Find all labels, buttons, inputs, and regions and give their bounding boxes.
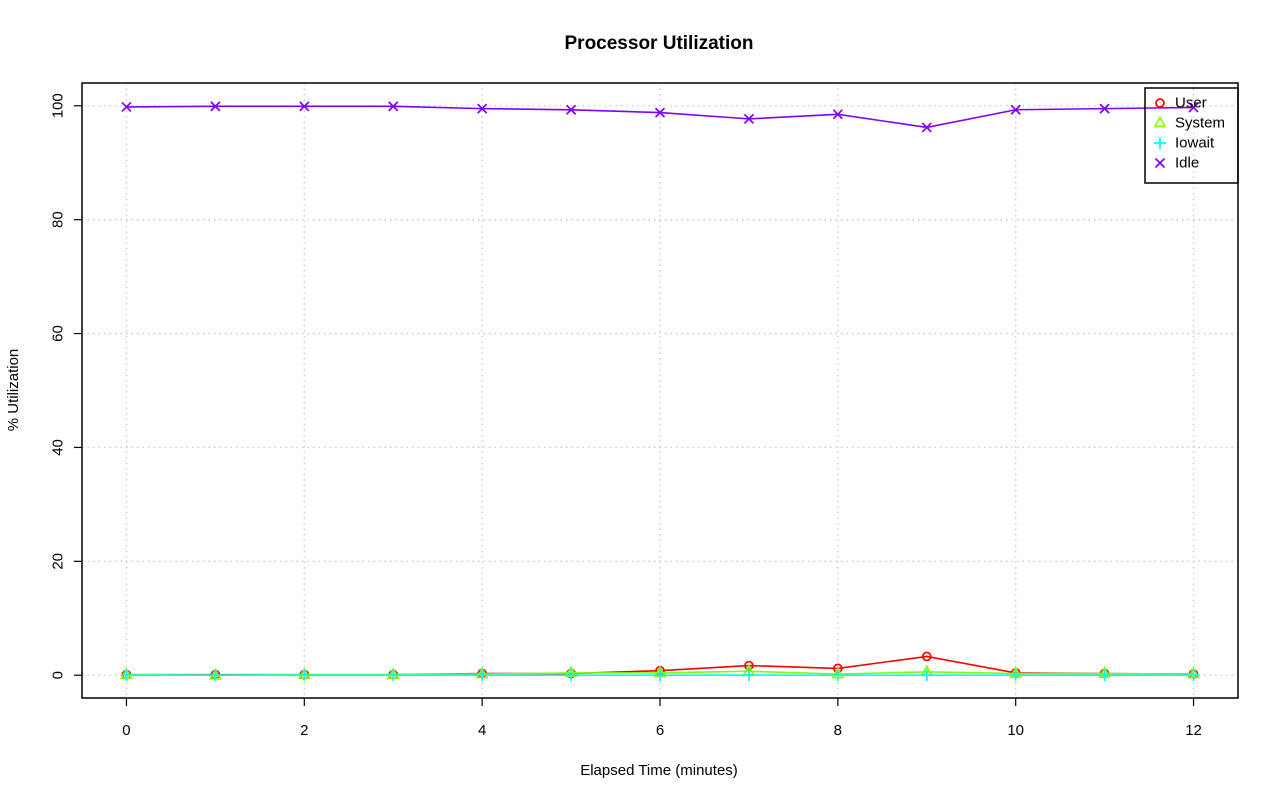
- data-point-iowait: [387, 669, 400, 682]
- y-tick-label: 0: [50, 671, 67, 679]
- data-point-idle: [743, 113, 755, 124]
- data-point-iowait: [120, 669, 133, 682]
- data-point-user: [921, 651, 932, 662]
- data-point-iowait: [298, 669, 311, 682]
- legend-label-iowait: Iowait: [1175, 135, 1215, 152]
- data-point-idle: [1099, 103, 1110, 114]
- grid-lines: [82, 83, 1238, 698]
- data-point-idle: [921, 122, 932, 133]
- x-tick-label: 8: [834, 722, 842, 739]
- x-axis: 0 2 4 6 8 10 12: [122, 698, 1202, 739]
- x-tick-label: 10: [1007, 722, 1024, 739]
- data-point-iowait: [654, 669, 666, 682]
- legend-box: [1144, 87, 1239, 184]
- legend-label-idle: Idle: [1175, 155, 1199, 172]
- y-tick-label: 80: [50, 211, 67, 228]
- data-point-idle: [299, 101, 310, 112]
- data-point-iowait: [1098, 669, 1111, 682]
- x-tick-label: 6: [656, 722, 664, 739]
- x-tick-label: 0: [122, 722, 130, 739]
- data-point-iowait: [1009, 669, 1022, 682]
- legend-marker-system: [1153, 115, 1167, 128]
- y-tick-label: 60: [50, 325, 67, 342]
- legend-label-system: System: [1175, 115, 1225, 132]
- x-tick-label: 4: [478, 722, 486, 739]
- legend-marker-iowait: [1154, 137, 1166, 149]
- data-point-idle: [388, 101, 399, 112]
- chart-title: Processor Utilization: [565, 33, 754, 54]
- plot-series: [120, 101, 1200, 682]
- data-point-iowait: [565, 669, 578, 682]
- data-point-idle: [477, 103, 488, 114]
- y-tick-label: 20: [50, 553, 67, 570]
- y-tick-label: 100: [50, 93, 67, 118]
- legend-marker-user: [1155, 98, 1165, 108]
- legend: User System Iowait Idle: [1144, 87, 1239, 184]
- x-tick-label: 2: [300, 722, 308, 739]
- x-axis-label: Elapsed Time (minutes): [580, 762, 738, 779]
- data-point-iowait: [209, 669, 222, 682]
- data-point-idle: [832, 109, 843, 120]
- y-axis: 0 20 40 60 80 100: [50, 93, 82, 679]
- data-point-idle: [121, 101, 132, 113]
- data-point-idle: [210, 101, 221, 112]
- data-point-iowait: [831, 669, 844, 682]
- data-point-idle: [654, 107, 666, 118]
- series-iowait: [120, 669, 1200, 682]
- data-point-idle: [565, 104, 577, 115]
- data-point-iowait: [920, 669, 933, 682]
- y-tick-label: 40: [50, 439, 67, 456]
- legend-marker-idle: [1154, 157, 1166, 169]
- y-axis-label: % Utilization: [5, 349, 22, 432]
- legend-label-user: User: [1175, 95, 1207, 112]
- data-point-iowait: [476, 669, 489, 682]
- data-point-iowait: [742, 669, 755, 682]
- data-point-idle: [1188, 102, 1199, 113]
- x-tick-label: 12: [1185, 722, 1202, 739]
- series-idle: [121, 101, 1199, 133]
- data-point-idle: [1010, 104, 1021, 115]
- data-point-iowait: [1187, 669, 1200, 682]
